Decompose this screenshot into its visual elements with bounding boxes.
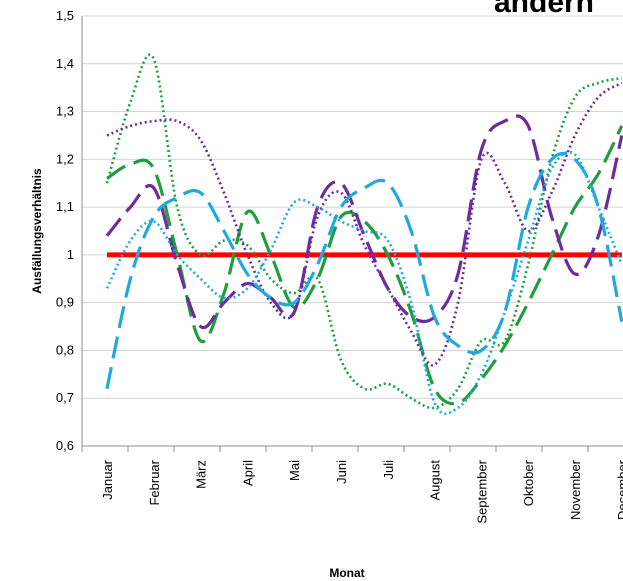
x-tick-label: Mai: [287, 460, 302, 481]
series-line: [106, 125, 623, 406]
series-line: [105, 114, 623, 330]
x-tick-labels: Januar Februar März April Mai Juni Juli August S…: [100, 459, 623, 523]
x-tick-label: April: [240, 460, 255, 486]
series-line: [105, 150, 623, 416]
series-line: [106, 81, 623, 367]
x-tick-label: Juni: [334, 460, 349, 484]
y-tick-label: 1,4: [56, 56, 74, 71]
x-tick-label: September: [474, 459, 489, 523]
series-group: [105, 53, 623, 416]
y-tick-label: 1: [67, 247, 74, 262]
chart-axes: [81, 16, 623, 452]
y-tick-label: 0,7: [56, 390, 74, 405]
y-tick-label: 1,2: [56, 151, 74, 166]
x-tick-label: Januar: [100, 459, 115, 499]
y-axis-title: Ausfällungsverhältnis: [30, 168, 44, 294]
x-tick-label: Februar: [147, 459, 162, 505]
y-tick-labels: 0,6 0,7 0,8 0,9 1 1,1 1,2 1,3 1,4 1,5: [56, 8, 74, 453]
x-tick-label: Oktober: [521, 459, 536, 506]
y-tick-label: 1,3: [56, 104, 74, 119]
x-tick-label: März: [194, 460, 209, 489]
x-axis-title: Monat: [329, 566, 364, 580]
chart-title: andern: [494, 0, 594, 19]
x-tick-label: December: [615, 459, 623, 520]
y-tick-label: 0,9: [56, 295, 74, 310]
x-tick-label: August: [428, 460, 443, 501]
y-tick-label: 0,6: [56, 438, 74, 453]
x-tick-label: Juli: [381, 460, 396, 480]
series-line: [105, 53, 623, 410]
series-line: [105, 151, 623, 390]
x-tick-label: November: [568, 459, 583, 520]
y-tick-label: 1,5: [56, 8, 74, 23]
y-tick-label: 1,1: [56, 199, 74, 214]
y-tick-label: 0,8: [56, 342, 74, 357]
